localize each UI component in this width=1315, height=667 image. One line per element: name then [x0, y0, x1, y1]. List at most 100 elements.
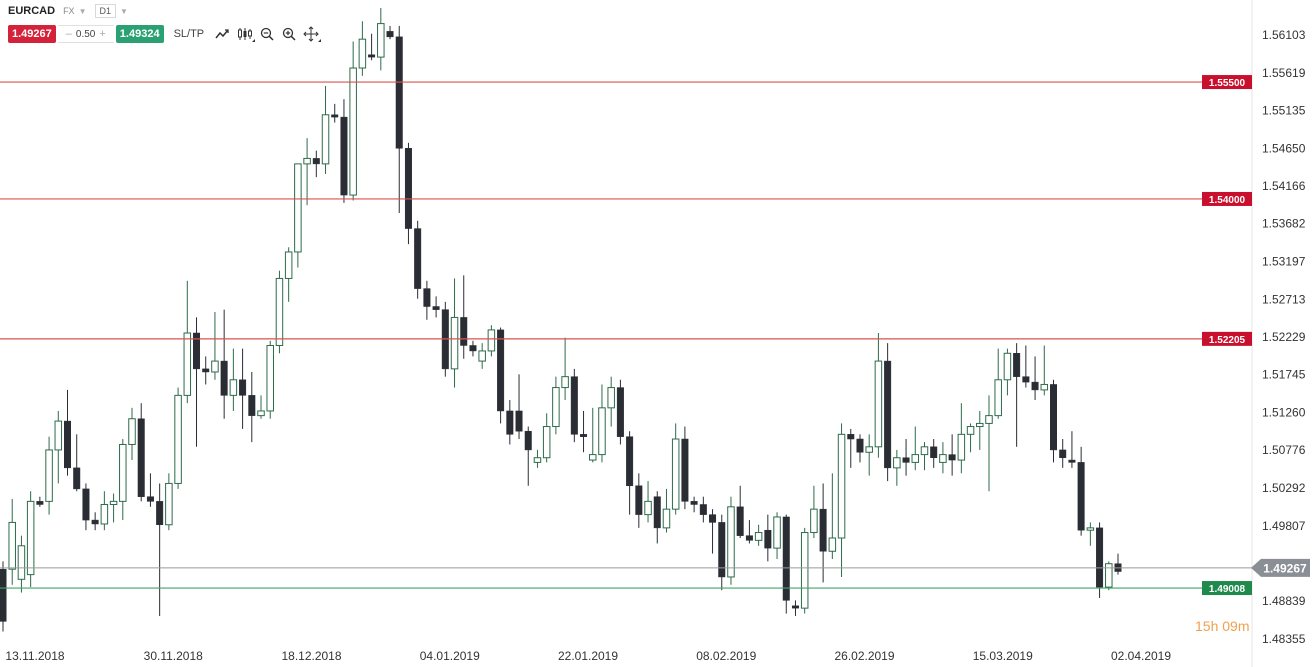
- y-tick-label: 1.50292: [1262, 481, 1306, 495]
- x-date-label: 22.01.2019: [558, 649, 618, 663]
- bullish-candle: [1105, 563, 1113, 588]
- bullish-candle: [893, 457, 901, 469]
- buy-price-button[interactable]: 1.49324: [115, 25, 164, 43]
- bullish-candle: [17, 545, 26, 580]
- candlestick-chart-icon[interactable]: [234, 25, 256, 43]
- market-selector[interactable]: FX ▼: [63, 6, 86, 16]
- bullish-candle: [552, 387, 560, 428]
- y-tick-label: 1.55619: [1262, 66, 1306, 80]
- bearish-candle: [73, 467, 81, 490]
- bearish-candle: [1096, 527, 1104, 588]
- bearish-candle: [193, 332, 201, 370]
- bullish-candle: [939, 454, 947, 463]
- bullish-candle: [911, 454, 920, 463]
- zoom-in-icon[interactable]: [278, 25, 300, 43]
- bullish-candle: [321, 114, 330, 165]
- chevron-down-icon: ▼: [120, 6, 128, 16]
- y-tick-label: 1.53682: [1262, 217, 1306, 231]
- bullish-candle: [976, 422, 984, 428]
- candle-countdown: 15h 09m: [1195, 618, 1250, 634]
- sl-tp-button[interactable]: SL/TP: [173, 28, 205, 40]
- countdown-hours-unit: h: [1210, 618, 1219, 634]
- timeframe-selector[interactable]: D1 ▼: [94, 4, 128, 18]
- bearish-candle: [469, 345, 477, 352]
- level-price-label: 1.55500: [1209, 78, 1246, 89]
- bearish-candle: [137, 418, 145, 497]
- bullish-candle: [800, 532, 809, 609]
- bullish-candle: [358, 38, 367, 69]
- bullish-candle: [874, 360, 883, 448]
- lot-decrease-button[interactable]: –: [65, 28, 72, 40]
- bullish-candle: [994, 379, 1002, 417]
- bearish-candle: [432, 306, 440, 310]
- bearish-candle: [239, 379, 247, 396]
- bearish-candle: [524, 430, 532, 451]
- y-tick-label: 1.51745: [1262, 368, 1306, 382]
- y-tick-label: 1.55135: [1262, 103, 1306, 117]
- bearish-candle: [902, 457, 910, 463]
- current-price-tag: [1251, 558, 1310, 577]
- bullish-candle: [1040, 383, 1049, 391]
- bullish-candle: [607, 387, 615, 409]
- bearish-candle: [948, 454, 956, 461]
- bearish-candle: [764, 529, 772, 549]
- line-chart-icon[interactable]: [212, 25, 234, 43]
- bearish-candle: [847, 434, 855, 440]
- bearish-candle: [930, 446, 938, 458]
- zoom-out-icon[interactable]: [256, 25, 278, 43]
- bullish-candle: [1086, 527, 1095, 531]
- bullish-candle: [828, 537, 837, 552]
- lot-size-stepper[interactable]: – 0.50 +: [57, 25, 114, 43]
- bearish-candle: [423, 288, 431, 307]
- bearish-candle: [626, 436, 634, 487]
- bearish-candle: [791, 605, 799, 609]
- symbol-label[interactable]: EURCAD: [8, 5, 56, 17]
- level-price-label: 1.52205: [1209, 335, 1246, 346]
- bullish-candle: [100, 503, 109, 525]
- current-price-label: 1.49267: [1263, 561, 1307, 575]
- sell-price-button[interactable]: 1.49267: [8, 25, 56, 43]
- bearish-candle: [386, 31, 394, 38]
- bearish-candle: [1022, 376, 1030, 383]
- bearish-candle: [1013, 353, 1021, 377]
- bullish-candle: [211, 360, 219, 373]
- bearish-candle: [368, 54, 376, 58]
- bullish-candle: [128, 418, 136, 445]
- bearish-candle: [782, 516, 790, 601]
- bullish-candle: [266, 344, 274, 412]
- bullish-candle: [294, 163, 302, 253]
- bullish-candle: [865, 446, 873, 453]
- bearish-candle: [681, 438, 689, 502]
- bearish-candle: [819, 508, 827, 552]
- bullish-candle: [119, 443, 127, 502]
- bearish-candle: [414, 228, 422, 289]
- bearish-candle: [202, 368, 210, 373]
- bullish-candle: [957, 433, 966, 461]
- level-price-label: 1.49008: [1209, 584, 1246, 595]
- bullish-candle: [598, 407, 606, 456]
- bullish-candle: [1003, 352, 1012, 381]
- bearish-candle: [653, 496, 661, 529]
- lot-increase-button[interactable]: +: [99, 28, 106, 40]
- bullish-candle: [54, 420, 63, 451]
- bearish-candle: [220, 360, 228, 396]
- move-crosshair-icon[interactable]: [300, 25, 322, 43]
- bearish-candle: [340, 116, 348, 196]
- lot-size-value[interactable]: 0.50: [75, 28, 96, 40]
- x-date-label: 13.11.2018: [5, 649, 64, 663]
- countdown-minutes: 09: [1222, 618, 1238, 634]
- bullish-candle: [561, 376, 569, 389]
- y-tick-label: 1.52229: [1262, 330, 1306, 344]
- y-tick-label: 1.52713: [1262, 292, 1306, 306]
- bearish-candle: [331, 114, 339, 118]
- resistance-price-tag: [1202, 191, 1252, 206]
- y-tick-label: 1.50776: [1262, 443, 1306, 457]
- y-tick-label: 1.56103: [1262, 28, 1306, 42]
- bearish-candle: [0, 568, 7, 622]
- bearish-candle: [1059, 449, 1067, 458]
- bullish-candle: [8, 521, 16, 570]
- x-date-label: 18.12.2018: [281, 649, 341, 663]
- y-tick-label: 1.53197: [1262, 255, 1306, 269]
